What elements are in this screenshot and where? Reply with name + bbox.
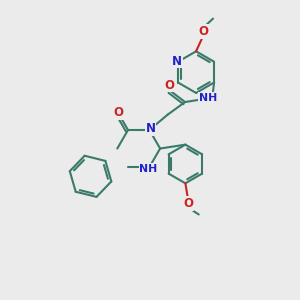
Text: N: N [146,122,156,135]
Text: O: O [199,25,209,38]
Text: O: O [113,106,123,119]
Text: NH: NH [140,164,158,174]
Text: O: O [183,197,193,210]
Text: O: O [164,79,174,92]
Text: NH: NH [199,93,218,103]
Text: N: N [172,55,182,68]
